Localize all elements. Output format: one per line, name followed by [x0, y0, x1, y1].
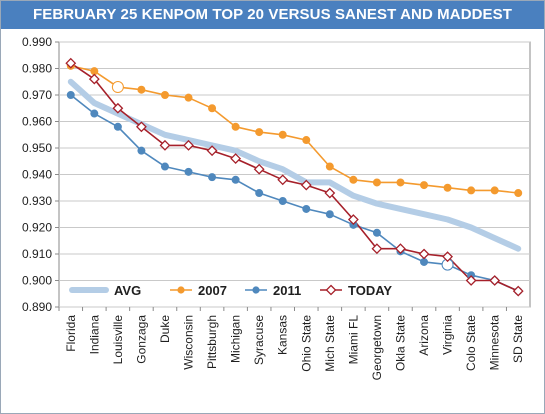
y-axis: 0.890 0.900 0.910 0.920 0.930 0.940 0.950 0.960…	[22, 35, 59, 314]
data-point-today	[442, 251, 453, 263]
x-tick-label: Michigan	[229, 315, 243, 363]
y-tick-label: 0.960	[22, 115, 52, 129]
data-point-2007	[443, 183, 452, 192]
data-point-2011	[208, 173, 217, 182]
data-point-2011	[137, 146, 146, 155]
data-point-2011	[325, 210, 334, 219]
legend-marker-2007	[177, 286, 185, 294]
x-tick-label: Mich State	[323, 315, 337, 372]
data-point-today	[512, 285, 524, 297]
data-point-today	[136, 121, 147, 133]
data-point-2007	[278, 130, 287, 139]
x-tick-label: Pittsburgh	[205, 315, 219, 369]
y-tick-label: 0.940	[22, 168, 52, 182]
data-point-today	[230, 153, 242, 165]
data-point-2007	[137, 85, 146, 94]
x-tick-label: Florida	[64, 315, 78, 352]
y-tick-label: 0.970	[22, 88, 52, 102]
x-tick-label: Louisville	[111, 315, 125, 365]
data-point-2007	[90, 67, 99, 76]
legend-marker-today	[325, 284, 337, 296]
x-tick-label: Virginia	[441, 315, 455, 355]
data-point-today	[395, 243, 406, 255]
legend-label-today: TODAY	[348, 283, 392, 298]
x-tick-label: Indiana	[87, 315, 101, 355]
series-layer	[65, 57, 524, 297]
data-point-2011	[160, 162, 169, 171]
x-tick-label: Miami FL	[346, 315, 360, 365]
data-point-2007	[420, 181, 429, 190]
y-tick-label: 0.980	[22, 62, 52, 76]
legend-label-2007: 2007	[198, 283, 227, 298]
data-point-2011	[113, 122, 122, 131]
x-tick-label: SD State	[511, 315, 525, 363]
data-point-2007	[372, 178, 381, 187]
data-point-2007	[255, 128, 264, 137]
data-point-today	[371, 243, 383, 255]
x-axis: Florida Indiana Louisville Gonzaga Duke Wisco…	[58, 307, 525, 380]
x-tick-label: Kansas	[276, 315, 290, 355]
data-point-2007	[302, 136, 311, 145]
legend-marker-2011	[252, 286, 260, 294]
data-point-today	[112, 102, 124, 114]
data-point-today	[206, 145, 218, 157]
data-point-today	[253, 163, 265, 175]
y-tick-label: 0.900	[22, 274, 52, 288]
x-tick-label: Georgetown	[370, 315, 384, 380]
data-point-today	[489, 275, 501, 286]
data-point-2007	[396, 178, 405, 187]
legend-label-avg: AVG	[114, 283, 141, 298]
x-tick-label: Wisconsin	[182, 315, 196, 370]
y-tick-label: 0.990	[22, 35, 52, 49]
data-point-today	[324, 187, 336, 199]
x-tick-label: Syracuse	[252, 315, 266, 365]
y-tick-label: 0.950	[22, 141, 52, 155]
data-point-today	[159, 139, 171, 151]
data-point-today	[300, 179, 312, 191]
y-tick-label: 0.920	[22, 221, 52, 235]
legend-label-2011: 2011	[273, 283, 301, 298]
data-point-2007	[349, 175, 358, 184]
data-point-2007	[111, 81, 124, 94]
data-point-today	[88, 73, 100, 85]
data-point-2011	[231, 175, 240, 184]
data-point-today	[465, 275, 477, 286]
x-tick-label: Okla State	[393, 315, 407, 371]
data-point-today	[65, 57, 77, 69]
x-tick-label: Gonzaga	[134, 315, 148, 364]
data-point-2011	[184, 167, 193, 176]
y-tick-label: 0.930	[22, 194, 52, 208]
data-point-2011	[278, 196, 287, 205]
data-point-2007	[325, 162, 334, 171]
x-tick-label: Colo State	[464, 315, 478, 371]
data-point-2007	[467, 186, 476, 195]
x-tick-label: Arizona	[417, 315, 431, 356]
data-point-2007	[208, 104, 217, 113]
data-point-2011	[302, 204, 311, 213]
data-point-today	[277, 174, 289, 186]
data-point-2011	[372, 228, 381, 237]
data-point-2007	[490, 186, 499, 195]
data-point-2007	[231, 122, 240, 131]
data-point-2007	[160, 91, 169, 100]
data-point-2011	[66, 91, 75, 100]
legend: AVG 2007 2011 TODAY	[69, 283, 392, 298]
x-tick-label: Minnesota	[488, 315, 502, 371]
data-point-today	[183, 139, 194, 151]
data-point-today	[418, 248, 430, 260]
data-point-2011	[255, 189, 264, 198]
data-point-2011	[420, 257, 429, 266]
x-tick-label: Duke	[158, 315, 172, 343]
data-point-2007	[184, 93, 193, 102]
data-point-2011	[90, 109, 99, 118]
data-point-2007	[514, 189, 523, 198]
data-point-today	[347, 214, 359, 225]
y-tick-label: 0.910	[22, 247, 52, 261]
x-tick-label: Ohio State	[299, 315, 313, 372]
y-tick-label: 0.890	[22, 300, 52, 314]
